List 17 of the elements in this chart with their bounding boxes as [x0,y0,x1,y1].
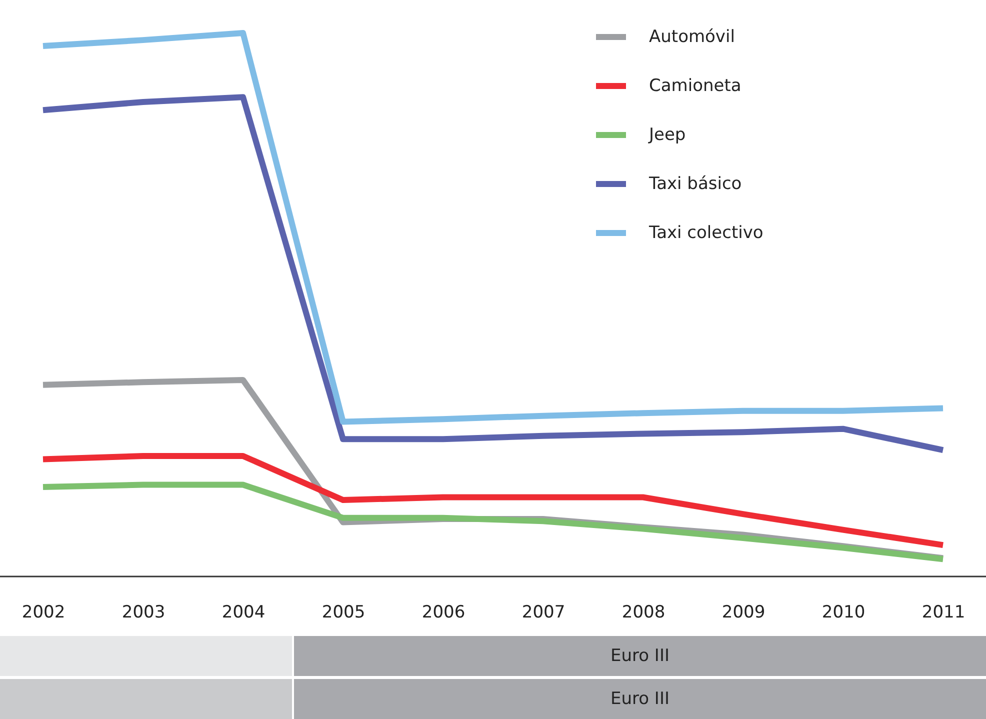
legend-label: Automóvil [649,27,735,47]
x-tick-label: 2003 [122,602,166,622]
x-tick-label: 2005 [322,602,366,622]
legend-label: Camioneta [649,76,742,96]
x-tick-label: 2010 [822,602,866,622]
x-tick-label: 2008 [622,602,666,622]
x-tick-label: 2007 [522,602,566,622]
x-tick-label: 2006 [422,602,466,622]
x-tick-label: 2002 [22,602,66,622]
legend-label: Taxi básico [648,174,742,194]
text: Euro III [294,636,986,676]
x-tick-label: 2009 [722,602,766,622]
x-tick-label: 2004 [222,602,266,622]
legend-label: Jeep [648,125,686,145]
x-tick-label: 2011 [922,602,966,622]
text: Euro III [294,679,986,719]
legend-label: Taxi colectivo [648,223,764,243]
